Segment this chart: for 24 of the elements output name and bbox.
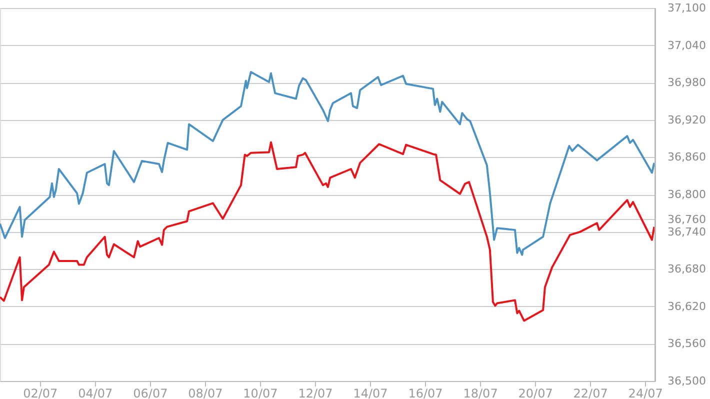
x-tick-label: 10/07 [243,386,278,399]
x-tick-label: 02/07 [23,386,58,399]
x-tick-label: 24/07 [628,386,663,399]
x-tick-label: 16/07 [408,386,443,399]
y-tick-label: 36,920 [668,113,706,126]
y-tick-label: 36,680 [668,262,706,276]
y-tick-label: 36,800 [668,188,706,201]
x-tick-label: 12/07 [298,386,333,399]
y-tick-label: 37,040 [668,38,706,52]
y-tick-label: 36,740 [668,225,706,238]
y-tick-label: 36,560 [668,337,706,350]
x-tick-label: 18/07 [463,386,498,399]
y-tick-label: 37,100 [668,2,706,14]
x-tick-label: 08/07 [188,386,223,399]
x-tick-label: 20/07 [518,386,553,399]
x-tick-label: 04/07 [78,386,113,399]
y-tick-label: 36,500 [668,374,706,388]
x-tick-label: 22/07 [573,386,608,399]
y-tick-label: 36,860 [668,150,706,164]
y-tick-label: 36,980 [668,76,706,90]
x-tick-label: 06/07 [133,386,168,399]
y-tick-label: 36,760 [668,212,706,226]
x-tick-label: 14/07 [353,386,388,399]
y-tick-label: 36,620 [668,300,706,313]
